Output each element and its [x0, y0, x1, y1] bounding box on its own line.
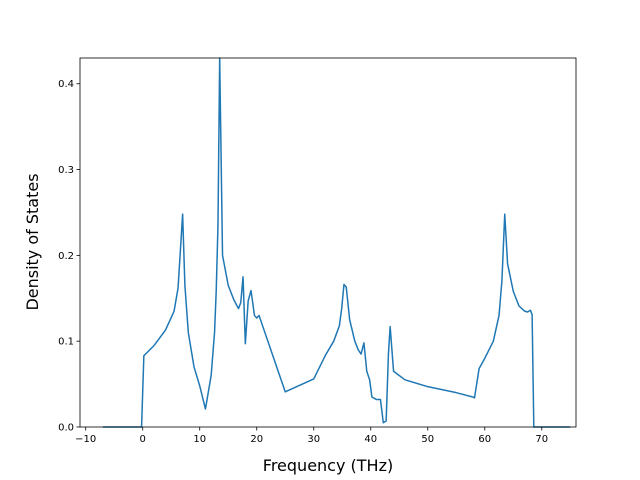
- y-tick-label: 0.4: [58, 79, 74, 90]
- y-tick-label: 0.1: [58, 337, 74, 348]
- x-tick-label: 50: [421, 434, 434, 445]
- x-tick-label: 70: [535, 434, 548, 445]
- x-tick-label: 0: [140, 434, 146, 445]
- x-axis-label: Frequency (THz): [263, 456, 393, 475]
- x-tick-label: 40: [364, 434, 377, 445]
- y-axis-ticks: 0.0 0.1 0.2 0.3 0.4: [58, 79, 80, 434]
- y-tick-label: 0.2: [58, 251, 74, 262]
- x-axis-ticks: −10 0 10 20 30 40 50 60 70: [75, 427, 548, 445]
- y-tick-label: 0.0: [58, 423, 74, 434]
- y-tick-label: 0.3: [58, 165, 74, 176]
- axes-frame: [79, 57, 577, 428]
- x-tick-label: 10: [193, 434, 206, 445]
- x-tick-label: 60: [478, 434, 491, 445]
- y-axis-label: Density of States: [23, 173, 42, 310]
- dos-series-line: [102, 57, 571, 428]
- x-tick-label: −10: [75, 434, 96, 445]
- x-tick-label: 20: [250, 434, 263, 445]
- x-tick-label: 30: [307, 434, 320, 445]
- plot-area: [79, 57, 577, 428]
